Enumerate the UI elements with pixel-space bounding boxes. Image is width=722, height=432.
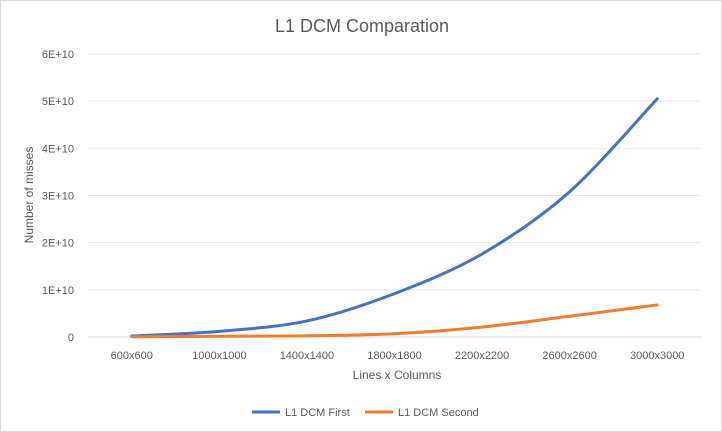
chart-title: L1 DCM Comparation <box>275 16 449 36</box>
gridlines <box>88 53 701 338</box>
x-tick-label: 1400x1400 <box>280 350 334 362</box>
x-tick-label: 2600x2600 <box>542 350 596 362</box>
series-line-2 <box>130 303 659 339</box>
x-tick-label: 600x600 <box>111 350 153 362</box>
y-tick-label: 3E+10 <box>42 191 74 203</box>
x-axis-title: Lines x Columns <box>353 368 442 382</box>
x-tick-label: 3000x3000 <box>630 350 684 362</box>
y-tick-label: 0 <box>68 332 74 344</box>
series-lines <box>130 97 659 339</box>
x-tick-label: 2200x2200 <box>455 350 509 362</box>
y-tick-label: 1E+10 <box>42 285 74 297</box>
x-tick-label: 1000x1000 <box>192 350 246 362</box>
y-axis-ticks: 0 1E+10 2E+10 3E+10 4E+10 5E+10 6E+10 <box>42 49 74 344</box>
series-line-1 <box>130 97 659 338</box>
legend-label-1: L1 DCM First <box>285 407 350 419</box>
legend-label-2: L1 DCM Second <box>398 407 479 419</box>
y-tick-label: 2E+10 <box>42 238 74 250</box>
y-tick-label: 5E+10 <box>42 96 74 108</box>
x-tick-label: 1800x1800 <box>367 350 421 362</box>
y-axis-title: Number of misses <box>22 147 36 244</box>
x-axis-ticks: 600x600 1000x1000 1400x1400 1800x1800 2200x2… <box>111 350 685 362</box>
y-tick-label: 4E+10 <box>42 143 74 155</box>
legend: L1 DCM First L1 DCM Second <box>252 407 479 419</box>
y-tick-label: 6E+10 <box>42 49 74 61</box>
